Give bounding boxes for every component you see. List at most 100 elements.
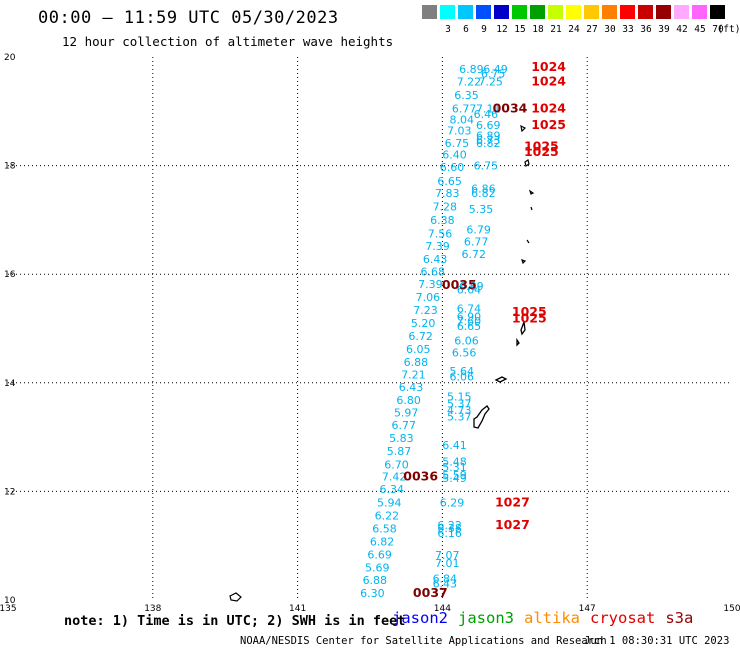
legend-label: 3 (445, 24, 451, 35)
wave-height-label: 6.22 (437, 519, 462, 532)
wave-height-label: 6.77 (464, 236, 489, 249)
legend-swatch (458, 5, 473, 19)
wave-height-label: 6.89 (459, 63, 484, 76)
wave-height-label: 7.23 (413, 304, 438, 317)
wave-height-label: 6.22 (375, 509, 400, 522)
wave-height-label: 6.69 (476, 119, 501, 132)
time-label: 0036 (403, 469, 438, 484)
wave-height-label: 6.75 (481, 67, 506, 80)
wave-height-label: 5.64 (449, 365, 474, 378)
legend-swatch (638, 5, 653, 19)
wave-height-label: 6.77 (452, 103, 477, 116)
legend-label: 45 (694, 24, 706, 35)
wave-height-label: 5.49 (442, 472, 467, 485)
wave-height-label: 6.88 (404, 356, 429, 369)
lat-tick-label: 12 (4, 487, 15, 497)
wave-height-label: 6.43 (433, 578, 458, 591)
satellite-label: altika (524, 609, 580, 627)
north-island-1 (521, 259, 527, 265)
legend-swatch (692, 5, 707, 19)
wave-height-label: 6.80 (396, 394, 421, 407)
wave-height-label: 5.31 (442, 461, 467, 474)
wave-height-label: 5.59 (442, 469, 467, 482)
wave-height-label: 7.25 (478, 75, 503, 88)
wave-height-label: 5.97 (394, 407, 419, 420)
legend-label: 27 (586, 24, 598, 35)
legend-swatch (566, 5, 581, 19)
north-island-3 (530, 206, 533, 211)
wave-height-label: 7.83 (435, 187, 460, 200)
pressure-label: 1024 (531, 59, 566, 74)
wave-height-label: 6.34 (379, 483, 404, 496)
page-subtitle: 12 hour collection of altimeter wave hei… (62, 34, 394, 49)
wave-height-label: 6.06 (449, 370, 474, 383)
legend-unit: (ft) (717, 24, 740, 35)
credit-date: Jun 1 08:30:31 UTC 2023 (584, 635, 730, 647)
lon-tick-label: 150 (723, 604, 740, 614)
wave-height-label: 6.70 (384, 458, 409, 471)
wave-height-label: 7.56 (428, 227, 453, 240)
wave-height-label: 7.42 (382, 471, 407, 484)
wave-height-label: 6.40 (442, 149, 467, 162)
pressure-label: 1027 (495, 494, 530, 509)
wave-height-label: 6.38 (430, 214, 455, 227)
wave-height-label: 6.86 (471, 182, 496, 195)
wave-height-label: 6.89 (459, 280, 484, 293)
time-label: 0034 (493, 101, 528, 116)
wave-height-label: 8.04 (449, 113, 474, 126)
legend-label: 18 (532, 24, 544, 35)
wave-height-label: 7.39 (425, 240, 450, 253)
saipan-island (520, 321, 526, 336)
legend-swatch (620, 5, 635, 19)
legend-label: 70 (712, 24, 724, 35)
guam-island (473, 405, 490, 429)
legend-label: 33 (622, 24, 634, 35)
legend-label: 42 (676, 24, 688, 35)
legend-swatch (476, 5, 491, 19)
legend-label: 21 (550, 24, 562, 35)
wave-height-label: 6.75 (474, 160, 499, 173)
pressure-label: 1024 (531, 73, 566, 88)
wave-height-label: 7.60 (457, 315, 482, 328)
land-outlines (229, 124, 535, 602)
wave-height-label: 5.69 (365, 561, 390, 574)
wave-height-label: 5.48 (442, 456, 467, 469)
lon-tick-label: 135 (0, 604, 17, 614)
wave-height-label: 6.82 (370, 535, 395, 548)
wave-height-label: 5.37 (447, 397, 472, 410)
legend-swatch (440, 5, 455, 19)
legend-swatch (512, 5, 527, 19)
legend-swatch (710, 5, 725, 19)
lat-tick-label: 14 (4, 379, 16, 389)
reef-island (229, 592, 242, 602)
wave-height-label: 7.06 (416, 291, 441, 304)
lat-tick-label: 18 (4, 162, 16, 172)
wave-height-label: 6.82 (471, 187, 496, 200)
wave-height-label: 6.29 (440, 496, 465, 509)
map-axes: 135 138 141 144 147 150 10 12 14 16 18 20 (0, 53, 740, 614)
wave-height-label: 6.72 (408, 330, 433, 343)
footer-note: note: 1) Time is in UTC; 2) SWH is in fe… (64, 613, 406, 629)
satellite-label: jason2 (392, 609, 448, 627)
satellite-legend: jason2 jason3 altika cryosat s3a (392, 609, 703, 627)
lon-tick-label: 141 (289, 604, 306, 614)
wave-height-label: 7.21 (401, 369, 426, 382)
page-title: 00:00 – 11:59 UTC 05/30/2023 (38, 8, 339, 28)
wave-height-label: 7.11 (476, 103, 501, 116)
wave-height-label: 6.65 (457, 320, 482, 333)
lat-tick-label: 10 (4, 596, 16, 606)
wave-height-label: 7.03 (447, 124, 472, 137)
wave-height-label: 7.28 (433, 200, 458, 213)
wave-height-label: 6.43 (399, 381, 424, 394)
wave-height-label: 6.46 (474, 108, 499, 121)
legend-label: 6 (463, 24, 469, 35)
legend-swatch (656, 5, 671, 19)
legend-label: 39 (658, 24, 670, 35)
rota-island (494, 376, 508, 383)
pressure-label: 1025 (524, 144, 559, 159)
wave-height-label: 6.69 (367, 548, 392, 561)
wave-height-label: 4.73 (447, 404, 472, 417)
wave-height-label: 6.30 (360, 587, 385, 600)
wave-height-label: 6.49 (483, 63, 508, 76)
